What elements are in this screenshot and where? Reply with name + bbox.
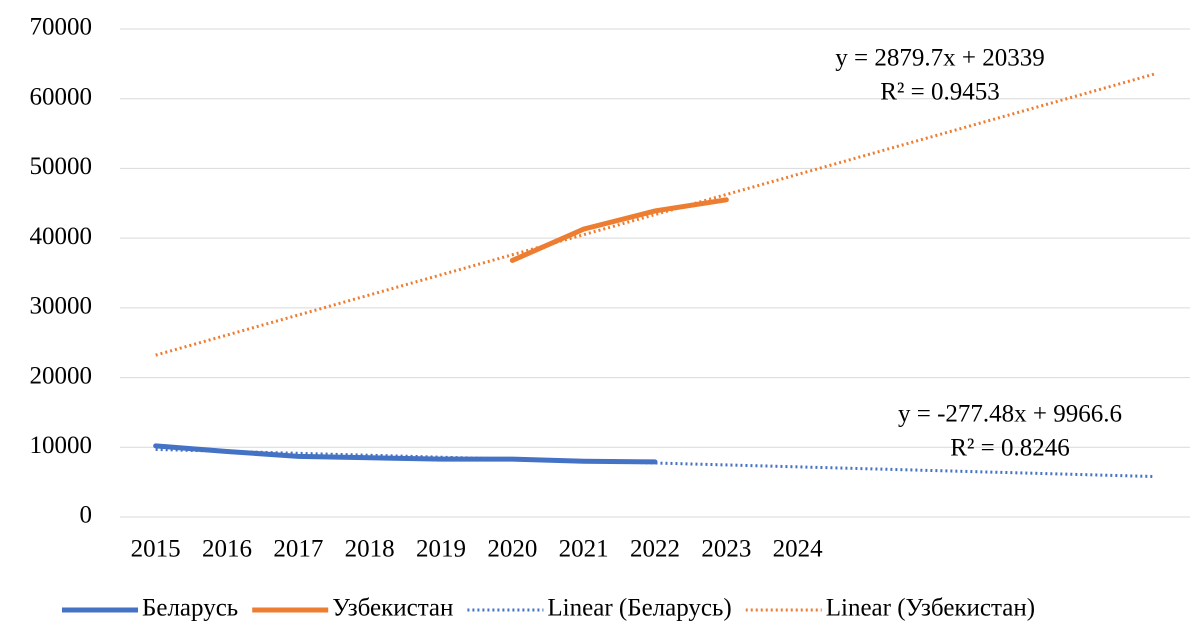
series-line — [509, 197, 729, 263]
y-tick-label: 10000 — [30, 432, 93, 459]
x-tick-label: 2019 — [416, 536, 466, 563]
y-tick-label: 70000 — [30, 14, 93, 41]
y-tick-label: 0 — [80, 502, 93, 529]
trendline-equation: R² = 0.9453 — [880, 79, 1000, 106]
legend-label: Linear (Узбекистан) — [826, 595, 1035, 622]
x-tick-label: 2023 — [701, 536, 751, 563]
x-tick-label: 2015 — [131, 536, 181, 563]
x-tick-label: 2018 — [345, 536, 395, 563]
x-tick-label: 2020 — [487, 536, 537, 563]
trendline-equation: y = 2879.7x + 20339 — [835, 45, 1044, 72]
y-tick-label: 30000 — [30, 293, 93, 320]
series-line — [155, 72, 1155, 357]
x-tick-label: 2016 — [202, 536, 252, 563]
x-tick-label: 2022 — [630, 536, 680, 563]
series-line — [155, 447, 1155, 479]
y-tick-label: 40000 — [30, 223, 93, 250]
x-tick-label: 2021 — [559, 536, 609, 563]
series-line — [153, 443, 658, 465]
trendline-equation: R² = 0.8246 — [950, 435, 1070, 462]
legend-label: Беларусь — [142, 595, 238, 622]
legend-label: Узбекистан — [332, 595, 453, 622]
x-tick-label: 2024 — [773, 536, 824, 563]
y-tick-label: 50000 — [30, 153, 93, 180]
y-tick-label: 60000 — [30, 83, 93, 110]
legend-label: Linear (Беларусь) — [547, 595, 731, 622]
x-tick-label: 2017 — [273, 536, 323, 563]
trendline-equation: y = -277.48x + 9966.6 — [898, 401, 1122, 428]
y-tick-label: 20000 — [30, 362, 93, 389]
